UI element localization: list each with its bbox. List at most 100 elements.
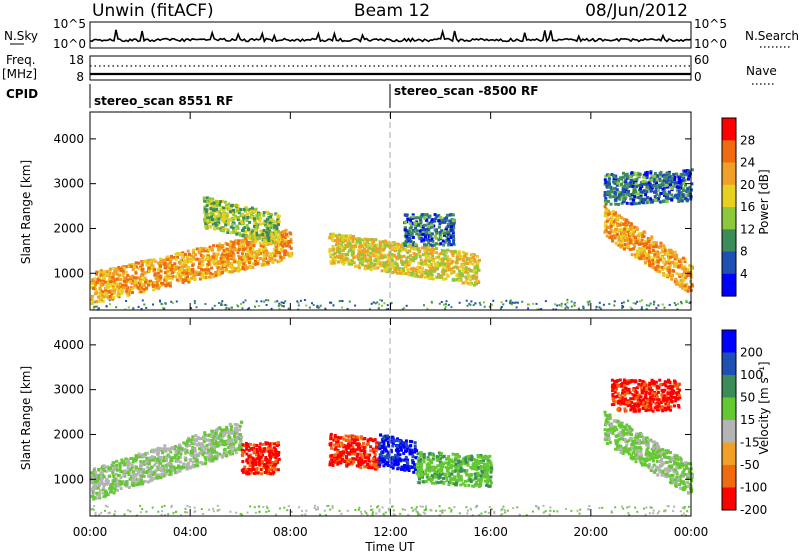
echo-cell: [274, 244, 278, 248]
echo-cell: [217, 270, 221, 274]
echo-cell: [358, 261, 362, 265]
echo-cell: [473, 258, 477, 262]
echo-cell: [215, 203, 219, 207]
echo-cell: [441, 220, 445, 224]
echo-cell: [645, 185, 649, 189]
echo-cell: [429, 234, 433, 238]
echo-cell: [428, 221, 432, 225]
echo-cell: [250, 230, 254, 234]
echo-cell: [231, 306, 233, 309]
echo-cell: [212, 201, 216, 205]
echo-cell: [238, 268, 242, 271]
echo-cell: [305, 304, 308, 307]
echo-cell: [641, 235, 645, 239]
echo-cell: [224, 427, 228, 431]
echo-cell: [167, 266, 171, 270]
echo-cell: [304, 513, 307, 516]
echo-cell: [120, 291, 124, 295]
echo-cell: [222, 227, 225, 231]
echo-cell: [337, 233, 341, 237]
echo-cell: [423, 509, 426, 512]
echo-cell: [96, 486, 100, 490]
echo-cell: [416, 265, 420, 269]
echo-cell: [157, 286, 161, 290]
echo-cell: [419, 513, 422, 516]
echo-cell: [470, 300, 473, 303]
echo-cell: [149, 263, 153, 266]
echo-cell: [672, 173, 676, 176]
echo-cell: [651, 249, 655, 252]
echo-cell: [433, 213, 437, 217]
echo-cell: [430, 232, 434, 236]
echo-cell: [608, 191, 611, 195]
echo-cell: [428, 257, 432, 261]
echo-cell: [442, 252, 446, 256]
echo-cell: [466, 304, 469, 307]
echo-cell: [125, 291, 129, 295]
echo-cell: [370, 509, 372, 512]
echo-cell: [159, 300, 162, 303]
echo-cell: [276, 218, 280, 222]
echo-cell: [513, 302, 516, 304]
echo-cell: [675, 279, 679, 283]
echo-cell: [211, 255, 215, 259]
echo-cell: [228, 244, 232, 248]
echo-cell: [238, 262, 242, 266]
echo-cell: [472, 283, 476, 287]
echo-cell: [252, 256, 256, 259]
echo-cell: [197, 437, 201, 441]
echo-cell: [148, 269, 151, 273]
echo-cell: [406, 268, 410, 271]
echo-cell: [124, 265, 128, 269]
echo-cell: [408, 226, 412, 230]
echo-cell: [445, 213, 449, 217]
echo-cell: [217, 221, 221, 225]
echo-cell: [254, 262, 258, 266]
echo-cell: [267, 239, 271, 243]
echo-cell: [570, 305, 573, 308]
echo-cell: [342, 262, 346, 266]
echo-cell: [421, 232, 425, 236]
echo-cell: [92, 287, 95, 290]
echo-cell: [95, 280, 99, 284]
echo-cell: [137, 467, 141, 471]
echo-cell: [216, 434, 219, 438]
echo-cell: [204, 268, 208, 272]
echo-cell: [187, 438, 191, 442]
echo-cell: [431, 239, 435, 243]
echo-cell: [342, 234, 346, 238]
echo-cell: [390, 259, 394, 262]
echo-cell: [234, 203, 238, 207]
echo-cell: [233, 214, 237, 218]
echo-cell: [389, 261, 393, 265]
echo-cell: [461, 263, 465, 267]
echo-cell: [186, 275, 190, 279]
echo-cell: [635, 202, 638, 206]
echo-cell: [372, 263, 376, 267]
echo-cell: [232, 254, 236, 258]
echo-cell: [129, 275, 133, 279]
echo-cell: [331, 239, 335, 243]
echo-cell: [657, 188, 660, 192]
echo-cell: [210, 257, 214, 261]
echo-cell: [616, 217, 620, 221]
echo-cell: [443, 220, 447, 224]
echo-cell: [405, 304, 408, 307]
echo-cell: [653, 175, 656, 178]
echo-cell: [429, 272, 433, 276]
echo-cell: [227, 205, 231, 209]
echo-cell: [343, 254, 346, 258]
echo-cell: [610, 173, 614, 176]
echo-cell: [116, 484, 120, 488]
echo-cell: [442, 268, 446, 272]
echo-cell: [179, 449, 183, 453]
echo-cell: [681, 193, 685, 197]
echo-cell: [185, 439, 189, 443]
echo-cell: [448, 507, 451, 510]
echo-cell: [345, 238, 349, 242]
echo-cell: [289, 232, 293, 236]
echo-cell: [241, 234, 245, 238]
echo-cell: [614, 202, 618, 206]
echo-cell: [376, 266, 380, 270]
echo-cell: [108, 468, 112, 472]
